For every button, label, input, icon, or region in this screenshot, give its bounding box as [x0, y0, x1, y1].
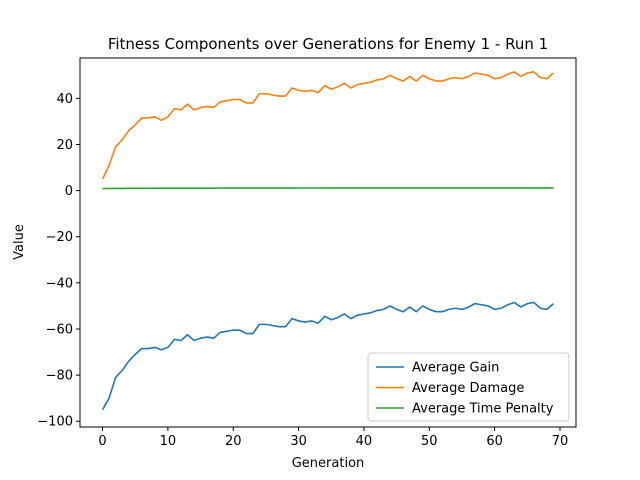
y-tick-label: −100	[37, 415, 73, 430]
series-line-1	[101, 71, 554, 180]
legend-items: Average Gain Average Damage Average Time P…	[376, 361, 554, 417]
x-axis: 0 10 20 30 40 50 60 70	[98, 427, 568, 449]
y-tick-label: −40	[46, 276, 73, 291]
plot-frame	[79, 57, 577, 428]
legend-label: Average Damage	[412, 381, 524, 396]
legend-label: Average Gain	[412, 361, 499, 376]
x-axis-label: Generation	[292, 456, 365, 471]
x-tick-label: 50	[421, 434, 438, 449]
y-axis: −100 −80 −60 −40 −20 0 20 40	[37, 92, 80, 430]
y-axis-label: Value	[12, 224, 27, 260]
x-tick-label: 70	[552, 434, 569, 449]
series-line-0	[101, 301, 554, 411]
y-tick-label: 20	[56, 138, 73, 153]
y-tick-label: −20	[46, 230, 73, 245]
legend: Average Gain Average Damage Average Time P…	[367, 352, 570, 422]
chart-title: Fitness Components over Generations for …	[108, 35, 548, 53]
y-tick-label: −80	[46, 369, 73, 384]
y-tick-label: 40	[56, 92, 73, 107]
series-layer	[101, 71, 554, 411]
series-line-2	[102, 187, 554, 190]
x-tick-label: 10	[160, 434, 177, 449]
x-tick-label: 60	[486, 434, 503, 449]
legend-label: Average Time Penalty	[412, 402, 554, 417]
x-tick-label: 40	[356, 434, 373, 449]
y-tick-label: 0	[65, 184, 73, 199]
legend-frame	[367, 352, 570, 422]
x-tick-label: 30	[290, 434, 307, 449]
x-tick-label: 20	[225, 434, 242, 449]
plot-area	[79, 57, 577, 428]
x-tick-label: 0	[98, 434, 106, 449]
y-tick-label: −60	[46, 322, 73, 337]
